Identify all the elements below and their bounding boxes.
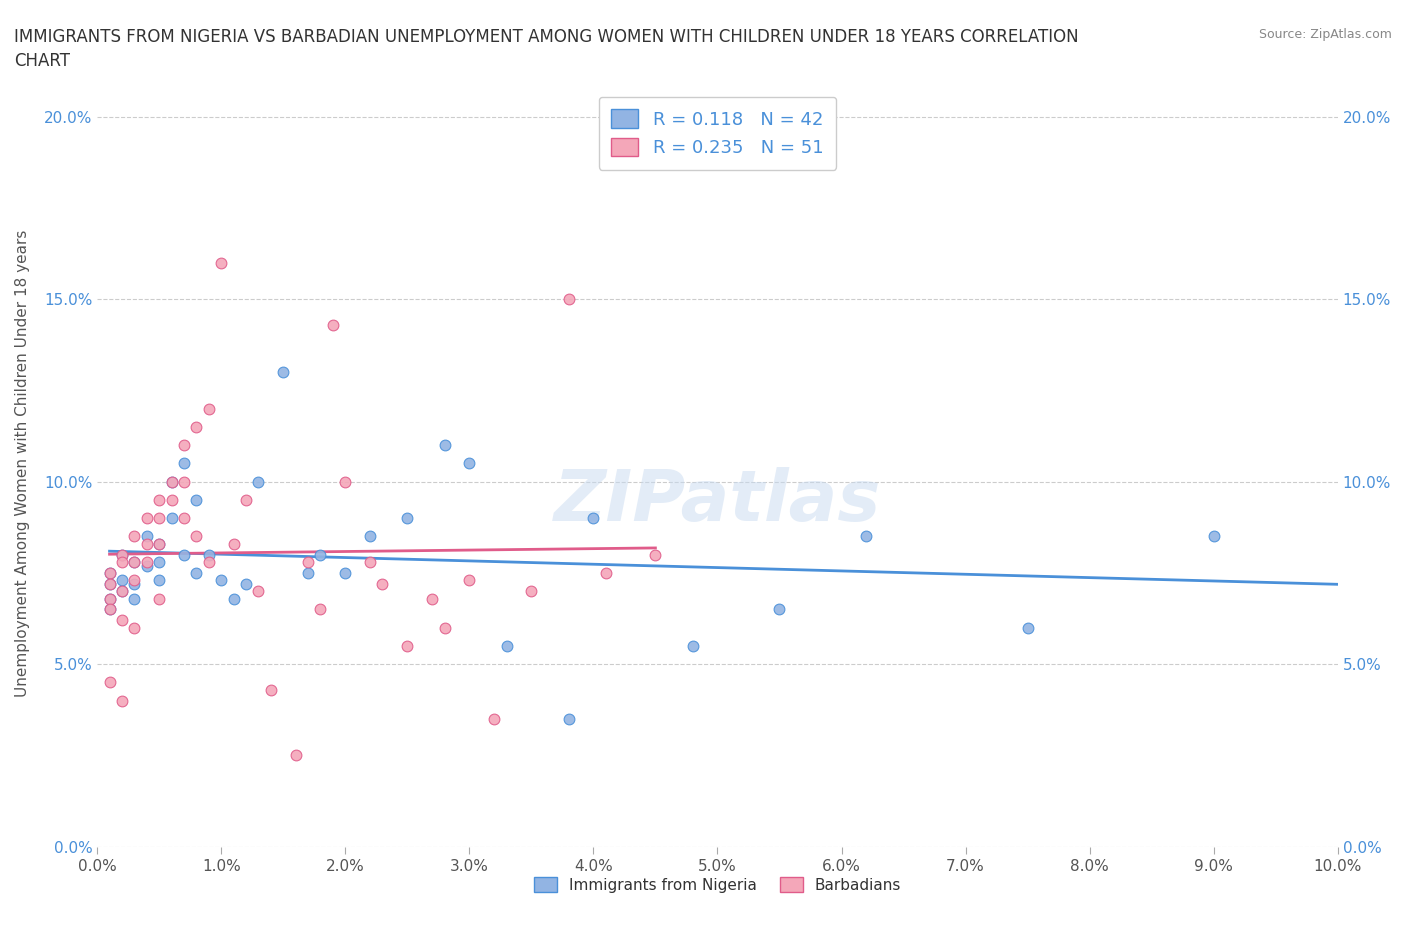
Point [111, 547, 134, 562]
Point [124, 554, 146, 569]
Point [284, 748, 307, 763]
Point [297, 565, 319, 580]
Point [148, 554, 170, 569]
Point [335, 565, 357, 580]
Point [98, 577, 121, 591]
Text: Source: ZipAtlas.com: Source: ZipAtlas.com [1258, 28, 1392, 41]
Point [235, 577, 257, 591]
Point [173, 438, 195, 453]
Point [396, 639, 419, 654]
Point [98, 565, 121, 580]
Point [124, 573, 146, 588]
Point [309, 602, 332, 617]
Point [644, 547, 666, 562]
Point [135, 554, 157, 569]
Point [222, 591, 245, 606]
Point [98, 565, 121, 580]
Point [768, 602, 790, 617]
Point [458, 573, 481, 588]
Point [111, 693, 134, 708]
Point [359, 529, 381, 544]
Point [135, 529, 157, 544]
Point [271, 365, 294, 379]
Point [197, 547, 219, 562]
Point [98, 602, 121, 617]
Point [359, 554, 381, 569]
Point [197, 554, 219, 569]
Point [124, 529, 146, 544]
Y-axis label: Unemployment Among Women with Children Under 18 years: Unemployment Among Women with Children U… [15, 230, 30, 698]
Point [135, 558, 157, 573]
Point [173, 456, 195, 471]
Point [111, 613, 134, 628]
Point [482, 711, 505, 726]
Point [433, 438, 456, 453]
Point [297, 554, 319, 569]
Point [173, 474, 195, 489]
Point [335, 474, 357, 489]
Point [209, 255, 232, 270]
Point [495, 639, 517, 654]
Point [148, 591, 170, 606]
Point [186, 419, 208, 434]
Point [260, 683, 283, 698]
Point [124, 554, 146, 569]
Point [197, 401, 219, 416]
Point [148, 493, 170, 508]
Point [160, 474, 183, 489]
Point [371, 577, 394, 591]
Point [173, 547, 195, 562]
Point [309, 547, 332, 562]
Point [682, 639, 704, 654]
Point [111, 547, 134, 562]
Point [111, 584, 134, 599]
Point [396, 511, 419, 525]
Point [1017, 620, 1039, 635]
Point [160, 474, 183, 489]
Point [186, 529, 208, 544]
Point [557, 711, 579, 726]
Point [186, 493, 208, 508]
Point [222, 537, 245, 551]
Point [433, 620, 456, 635]
Point [124, 591, 146, 606]
Point [247, 584, 270, 599]
Point [458, 456, 481, 471]
Text: IMMIGRANTS FROM NIGERIA VS BARBADIAN UNEMPLOYMENT AMONG WOMEN WITH CHILDREN UNDE: IMMIGRANTS FROM NIGERIA VS BARBADIAN UNE… [14, 28, 1078, 70]
Point [235, 493, 257, 508]
Point [98, 675, 121, 690]
Point [557, 292, 579, 307]
Point [160, 493, 183, 508]
Point [173, 511, 195, 525]
Point [148, 537, 170, 551]
Point [124, 577, 146, 591]
Point [247, 474, 270, 489]
Point [98, 591, 121, 606]
Point [148, 573, 170, 588]
Point [595, 565, 617, 580]
Point [98, 602, 121, 617]
Legend: Immigrants from Nigeria, Barbadians: Immigrants from Nigeria, Barbadians [526, 870, 908, 900]
Point [322, 317, 344, 332]
Point [209, 573, 232, 588]
Point [520, 584, 543, 599]
Point [420, 591, 443, 606]
Point [148, 537, 170, 551]
Text: ZIPatlas: ZIPatlas [554, 467, 882, 537]
Point [582, 511, 605, 525]
Point [98, 577, 121, 591]
Point [186, 565, 208, 580]
Point [135, 511, 157, 525]
Point [111, 573, 134, 588]
Point [148, 511, 170, 525]
Point [855, 529, 877, 544]
Point [160, 511, 183, 525]
Point [1202, 529, 1225, 544]
Point [98, 591, 121, 606]
Point [124, 620, 146, 635]
Point [111, 584, 134, 599]
Point [111, 554, 134, 569]
Point [135, 537, 157, 551]
